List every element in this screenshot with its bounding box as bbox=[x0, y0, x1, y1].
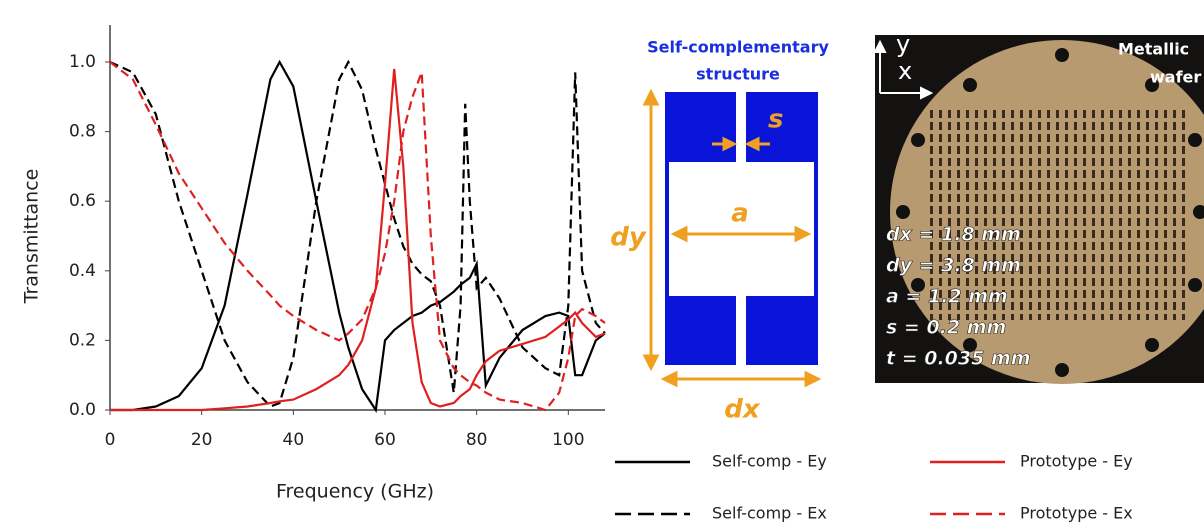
y-tick-label: 0.4 bbox=[69, 261, 96, 281]
diagram-title: Self-complementary bbox=[647, 38, 829, 57]
dimension-arrows bbox=[642, 88, 822, 388]
y-tick-label: 0.0 bbox=[69, 400, 96, 420]
a-label: a bbox=[731, 199, 749, 229]
y-tick-label: 0.6 bbox=[69, 191, 96, 211]
series-line bbox=[109, 59, 606, 408]
x-tick-label: 100 bbox=[552, 430, 584, 450]
x-tick-label: 20 bbox=[191, 430, 213, 450]
parameter: t = 0.035 mm bbox=[886, 348, 1031, 370]
series-line bbox=[110, 68, 606, 412]
y-axis-label: Transmittance bbox=[21, 169, 43, 305]
series-line bbox=[110, 59, 606, 414]
dy-label: dy bbox=[610, 223, 647, 253]
wafer-label: Metallic bbox=[1118, 40, 1189, 59]
s-label: s bbox=[768, 105, 783, 135]
parameter: dy = 3.8 mm bbox=[886, 255, 1021, 277]
legend-label: Self-comp - Ey bbox=[712, 452, 827, 471]
aperture bbox=[669, 162, 814, 296]
parameter: s = 0.2 mm bbox=[886, 317, 1006, 339]
diagram: Self-complementary structure s a dy dx bbox=[610, 38, 829, 425]
x-axis-label: Frequency (GHz) bbox=[276, 481, 434, 503]
dx-label: dx bbox=[724, 395, 761, 425]
axes-arrows bbox=[873, 39, 934, 100]
slit bbox=[736, 294, 746, 365]
y-tick-label: 0.8 bbox=[69, 122, 96, 142]
x-tick-label: 60 bbox=[374, 430, 396, 450]
legend-label: Self-comp - Ex bbox=[712, 504, 827, 523]
parameter: a = 1.2 mm bbox=[886, 286, 1008, 308]
x-tick-label: 40 bbox=[283, 430, 305, 450]
y-tick-label: 0.2 bbox=[69, 330, 96, 350]
photo: y x Metallic wafer dx = 1.8 mm dy = 3.8 … bbox=[873, 30, 1204, 384]
parameter: dx = 1.8 mm bbox=[886, 224, 1021, 246]
legend-label: Prototype - Ex bbox=[1020, 504, 1133, 523]
y-tick-label: 1.0 bbox=[69, 52, 96, 72]
x-tick-label: 0 bbox=[105, 430, 116, 450]
x-tick-label: 80 bbox=[466, 430, 488, 450]
legend-label: Prototype - Ey bbox=[1020, 452, 1133, 471]
slit bbox=[736, 92, 746, 164]
y-axis-symbol: y bbox=[896, 30, 910, 58]
wafer-label: wafer bbox=[1150, 68, 1201, 87]
x-axis-symbol: x bbox=[898, 57, 912, 85]
diagram-title: structure bbox=[696, 65, 780, 84]
series-line bbox=[109, 61, 606, 412]
hole-array bbox=[930, 110, 1185, 320]
screw-holes bbox=[896, 48, 1204, 377]
